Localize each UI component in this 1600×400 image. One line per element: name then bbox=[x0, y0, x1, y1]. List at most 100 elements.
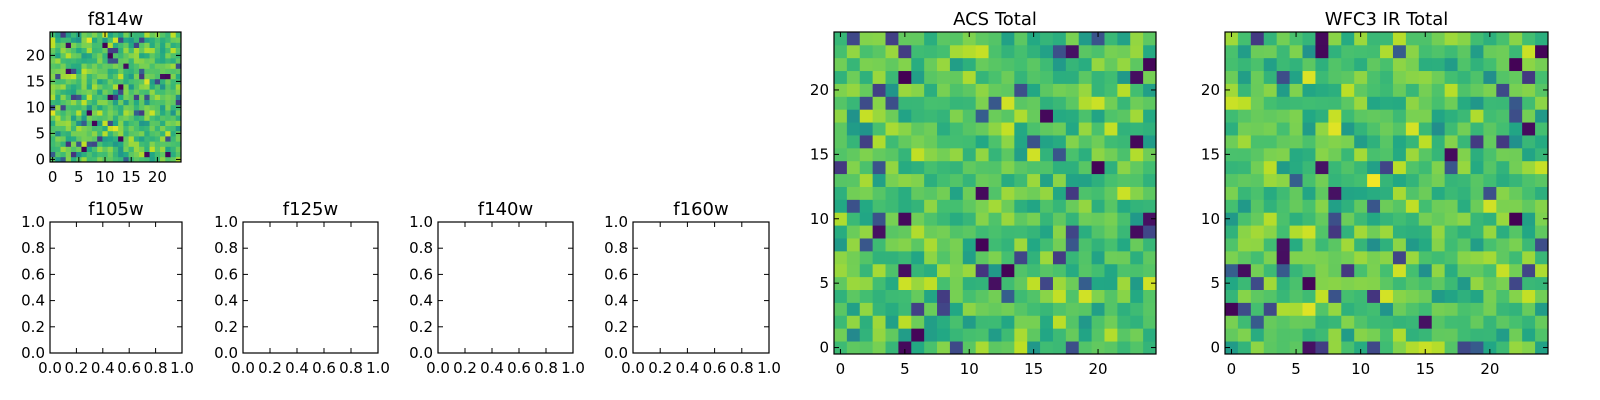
heatmap-cell bbox=[937, 250, 951, 265]
heatmap-cell bbox=[1250, 122, 1265, 136]
heatmap-cell bbox=[1237, 173, 1252, 187]
heatmap-cell bbox=[1522, 83, 1536, 97]
heatmap-cell bbox=[107, 146, 114, 152]
heatmap-cell bbox=[1065, 328, 1080, 342]
axes-frame-f105w bbox=[49, 221, 183, 354]
heatmap-cell bbox=[1535, 147, 1549, 162]
heatmap-cell bbox=[86, 58, 93, 64]
heatmap-cell bbox=[1380, 135, 1394, 149]
heatmap-cell bbox=[1328, 315, 1342, 329]
heatmap-cell bbox=[1405, 147, 1420, 162]
heatmap-cell bbox=[133, 141, 140, 147]
heatmap-cell bbox=[91, 52, 98, 59]
heatmap-cell bbox=[133, 110, 140, 116]
heatmap-cell bbox=[60, 78, 67, 85]
heatmap-cell bbox=[1509, 238, 1523, 252]
heatmap-cell bbox=[846, 57, 861, 72]
heatmap-cell bbox=[1052, 83, 1067, 97]
heatmap-cell bbox=[834, 70, 848, 84]
heatmap-cell bbox=[1470, 160, 1484, 175]
heatmap-cell bbox=[1315, 96, 1329, 110]
y-tick-label: 0.4 bbox=[409, 292, 433, 310]
heatmap-cell bbox=[1367, 57, 1381, 72]
heatmap-cell bbox=[1078, 32, 1092, 46]
heatmap-cell bbox=[1014, 250, 1028, 265]
heatmap-cell bbox=[924, 199, 938, 213]
heatmap-cell bbox=[1289, 315, 1303, 329]
y-tick-label: 1.0 bbox=[409, 213, 433, 231]
heatmap-cell bbox=[1302, 225, 1316, 239]
heatmap-cell bbox=[76, 58, 82, 64]
heatmap-cell bbox=[70, 32, 77, 38]
heatmap-cell bbox=[154, 99, 161, 106]
heatmap-cell bbox=[962, 263, 977, 278]
heatmap-cell bbox=[1354, 122, 1368, 136]
heatmap-cell bbox=[1444, 238, 1458, 252]
heatmap-cell bbox=[76, 42, 82, 48]
heatmap-cell bbox=[1065, 276, 1080, 290]
heatmap-cell bbox=[1237, 83, 1252, 97]
heatmap-cell bbox=[1431, 57, 1446, 72]
heatmap-cell bbox=[1104, 225, 1118, 239]
heatmap-cell bbox=[97, 78, 103, 85]
heatmap-cell bbox=[1130, 70, 1144, 84]
heatmap-cell bbox=[112, 63, 119, 69]
heatmap-cell bbox=[165, 146, 171, 152]
heatmap-cell bbox=[60, 37, 67, 43]
heatmap-cell bbox=[937, 57, 951, 72]
heatmap-cell bbox=[102, 58, 109, 64]
heatmap-cell bbox=[1341, 328, 1355, 342]
heatmap-cell bbox=[1431, 289, 1446, 303]
heatmap-cell bbox=[97, 32, 103, 38]
heatmap-cell bbox=[1522, 212, 1536, 226]
heatmap-cell bbox=[1040, 225, 1054, 239]
heatmap-cell bbox=[1276, 225, 1290, 239]
heatmap-cell bbox=[97, 104, 103, 111]
heatmap-cell bbox=[975, 44, 989, 59]
heatmap-cell bbox=[123, 63, 129, 69]
heatmap-cell bbox=[937, 44, 951, 59]
panel-title-f125w: f125w bbox=[283, 199, 338, 220]
heatmap-cell bbox=[139, 146, 145, 152]
heatmap-cell bbox=[1027, 289, 1041, 303]
heatmap-cell bbox=[55, 125, 61, 132]
panel-title-f140w: f140w bbox=[478, 199, 533, 220]
heatmap-cell bbox=[128, 146, 135, 152]
heatmap-cell bbox=[1483, 109, 1497, 123]
heatmap-cell bbox=[1457, 186, 1471, 200]
heatmap-cell bbox=[133, 125, 140, 132]
heatmap-cell bbox=[1315, 302, 1329, 316]
heatmap-cell bbox=[859, 57, 874, 72]
heatmap-cell bbox=[1289, 147, 1303, 162]
heatmap-cell bbox=[911, 276, 925, 290]
heatmap-cell bbox=[846, 173, 861, 187]
heatmap-cell bbox=[1354, 276, 1368, 290]
heatmap-cell bbox=[107, 68, 114, 74]
heatmap-cell bbox=[175, 32, 182, 38]
heatmap-cell bbox=[128, 115, 135, 121]
heatmap-cell bbox=[1091, 147, 1105, 162]
heatmap-cell bbox=[1104, 315, 1118, 329]
heatmap-cell bbox=[1263, 96, 1278, 110]
heatmap-cell bbox=[846, 147, 861, 162]
heatmap-cell bbox=[1496, 302, 1510, 316]
heatmap-cell bbox=[107, 78, 114, 85]
heatmap-cell bbox=[160, 125, 166, 132]
heatmap-cell bbox=[1078, 250, 1092, 265]
heatmap-cell bbox=[1040, 212, 1054, 226]
heatmap-cell bbox=[885, 263, 899, 278]
heatmap-cell bbox=[885, 96, 899, 110]
x-tick-label: 0.2 bbox=[648, 359, 672, 377]
heatmap-cell bbox=[170, 146, 177, 152]
x-tick-label: 5 bbox=[900, 360, 910, 378]
heatmap-cell bbox=[1143, 109, 1157, 123]
heatmap-cell bbox=[1315, 238, 1329, 252]
heatmap-cell bbox=[898, 122, 912, 136]
y-tick-label: 0.4 bbox=[21, 292, 45, 310]
heatmap-cell bbox=[144, 130, 150, 137]
heatmap-cell bbox=[1289, 276, 1303, 290]
heatmap-cell bbox=[1535, 289, 1549, 303]
heatmap-cell bbox=[50, 47, 56, 54]
heatmap-cell bbox=[949, 44, 964, 59]
heatmap-cell bbox=[1392, 199, 1407, 213]
